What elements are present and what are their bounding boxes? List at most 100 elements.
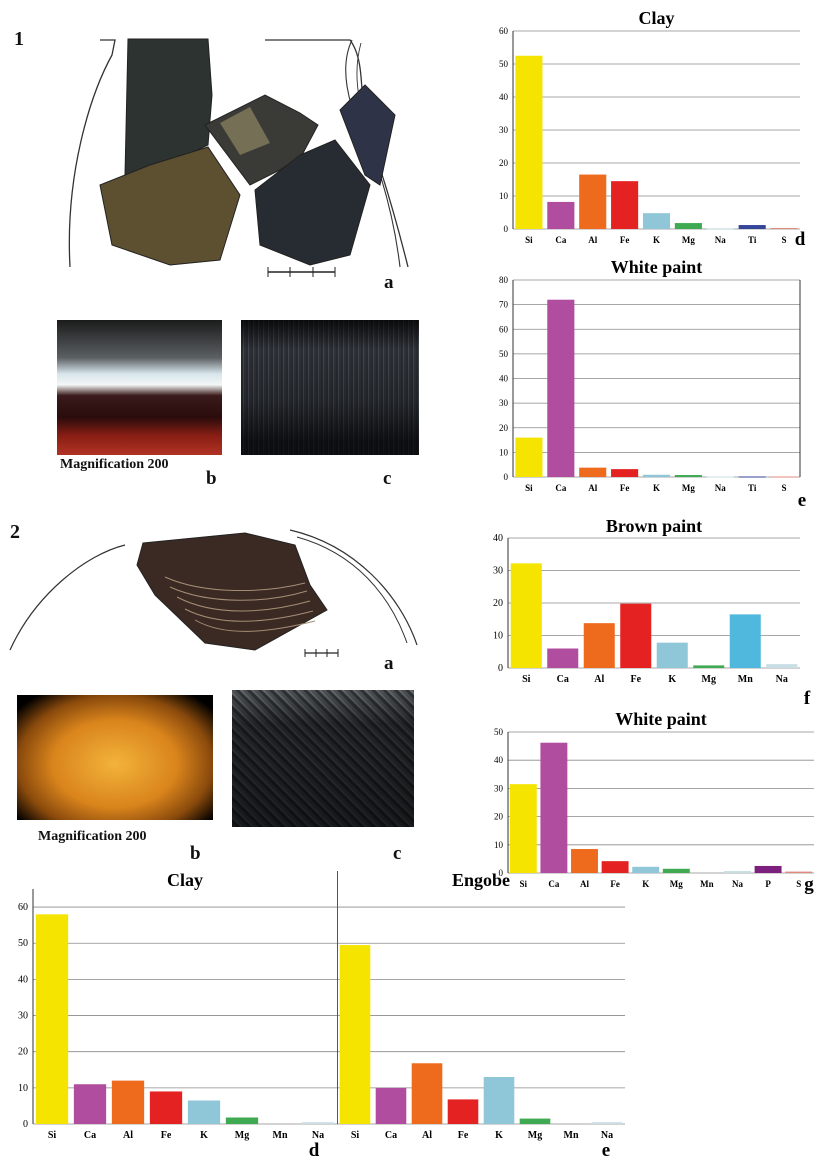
c2-category-label: Ti	[748, 483, 757, 493]
c5-bar-fe	[149, 1091, 183, 1124]
chart-1-white-paint: White paint 0 10 20 30 40 50 60 70 80 Si Ca Al Fe K Mg N…	[475, 253, 820, 515]
c4-bar-fe	[601, 861, 629, 873]
c4-title: White paint	[615, 709, 707, 729]
c1-category-label: Si	[525, 235, 533, 245]
c2-ytick-label: 50	[499, 349, 509, 359]
c6-category-label: Ca	[385, 1130, 397, 1141]
c5-ytick-label: 50	[18, 938, 28, 949]
c4-category-label: Ca	[548, 879, 559, 889]
c4-ytick-label: 0	[499, 868, 504, 878]
c5-svg: Clay 0 10 20 30 40 50 60 Si Ca Al Fe K Mg Mn Nad	[18, 870, 337, 1161]
c6-svg: Engobe Si Ca Al Fe K Mg Mn Nae	[337, 870, 625, 1161]
c1-bar-si	[515, 55, 543, 229]
c5-bar-al	[111, 1080, 145, 1124]
scale-bar	[267, 267, 336, 277]
c3-category-label: Na	[776, 674, 788, 685]
c2-category-label: K	[653, 483, 660, 493]
chart-2-engobe: Engobe Si Ca Al Fe K Mg Mn Na e	[337, 867, 625, 1161]
c3-bar-mn	[729, 614, 761, 668]
c2-category-label: Mg	[682, 483, 695, 493]
c2-bar-k	[642, 474, 671, 477]
c2-category-label: Al	[588, 483, 597, 493]
c6-category-label: K	[495, 1130, 503, 1141]
c4-bar-s	[785, 871, 813, 873]
c6-category-label: Na	[601, 1130, 613, 1141]
c1-ytick-label: 20	[499, 158, 509, 168]
c6-bar-ca	[375, 1087, 407, 1124]
c3-category-label: Fe	[630, 674, 641, 685]
c4-ytick-label: 50	[494, 727, 504, 737]
c6-bar-fe	[447, 1099, 479, 1124]
c3-category-label: Si	[522, 674, 531, 685]
c2-bar-mg	[674, 475, 702, 477]
c1-category-label: Mg	[682, 235, 695, 245]
c1-ytick-label: 0	[504, 224, 509, 234]
c6-bar-si	[339, 945, 371, 1124]
c2-bar-fe	[611, 469, 639, 477]
c1-category-label: Al	[588, 235, 597, 245]
c1-category-label: K	[653, 235, 660, 245]
c1-category-label: Ti	[748, 235, 757, 245]
micro-photo-1b	[57, 320, 222, 455]
sem-photo-2c	[232, 690, 414, 827]
c5-category-label: K	[200, 1130, 208, 1141]
c3-category-label: K	[668, 674, 676, 685]
c3-ytick-label: 30	[493, 566, 503, 577]
scale-bar-2	[304, 649, 339, 657]
c6-bar-k	[483, 1077, 515, 1124]
c6-category-label: Fe	[458, 1130, 469, 1141]
c6-bar-al	[411, 1063, 443, 1124]
c3-category-label: Ca	[557, 674, 569, 685]
c6-category-label: Mg	[528, 1130, 542, 1141]
c6-panel-label: e	[602, 1140, 610, 1160]
c2-bar-si	[515, 437, 543, 477]
c2-bar-s	[770, 476, 798, 478]
c3-ytick-label: 40	[493, 533, 503, 544]
figure-number-2: 2	[10, 521, 20, 543]
c2-svg: White paint 0 10 20 30 40 50 60 70 80 Si Ca Al Fe K Mg N…	[499, 257, 806, 511]
c4-panel-label: g	[804, 874, 814, 895]
c3-ytick-label: 20	[493, 598, 503, 609]
c5-category-label: Ca	[84, 1130, 96, 1141]
c1-bar-ti	[738, 225, 766, 229]
c4-ytick-label: 10	[494, 840, 504, 850]
vessel-2-drawing	[9, 529, 418, 657]
c4-bar-al	[571, 849, 598, 873]
c4-category-label: K	[642, 879, 649, 889]
c3-svg: Brown paint 0 10 20 30 40 Si Ca Al Fe K Mg Mn Na f	[493, 516, 811, 709]
c4-bar-mg	[662, 868, 690, 873]
panel-label-1b: b	[206, 468, 217, 489]
c2-panel-label: e	[798, 490, 806, 511]
panel-label-2b: b	[190, 843, 201, 864]
c5-ytick-label: 30	[18, 1011, 28, 1022]
c3-category-label: Mn	[738, 674, 753, 685]
chart-2-clay: Clay 0 10 20 30 40 50 60 Si Ca Al Fe K Mg Mn Na d	[0, 867, 337, 1161]
c1-category-label: Na	[715, 235, 726, 245]
c1-category-label: S	[782, 235, 787, 245]
c1-ytick-label: 40	[499, 92, 509, 102]
c6-category-label: Al	[422, 1130, 432, 1141]
c3-bar-si	[510, 563, 542, 668]
c1-title: Clay	[639, 8, 675, 28]
c5-category-label: Fe	[161, 1130, 172, 1141]
c2-title: White paint	[611, 257, 703, 277]
c3-bar-fe	[620, 603, 652, 668]
micro-photo-2b	[17, 695, 213, 820]
c1-bar-na	[706, 228, 734, 230]
c1-panel-label: d	[795, 229, 806, 250]
c2-category-label: S	[782, 483, 787, 493]
figure-number-1: 1	[14, 28, 24, 50]
c1-bar-al	[579, 174, 607, 229]
c5-panel-label: d	[309, 1140, 320, 1160]
c3-panel-label: f	[804, 688, 811, 709]
c5-title: Clay	[167, 870, 203, 890]
c4-category-label: S	[796, 879, 801, 889]
c1-ytick-label: 60	[499, 26, 509, 36]
panel-label-2c: c	[393, 843, 402, 864]
panel-label-1c: c	[383, 468, 392, 489]
c1-category-label: Ca	[555, 235, 566, 245]
c6-category-label: Mn	[564, 1130, 579, 1141]
